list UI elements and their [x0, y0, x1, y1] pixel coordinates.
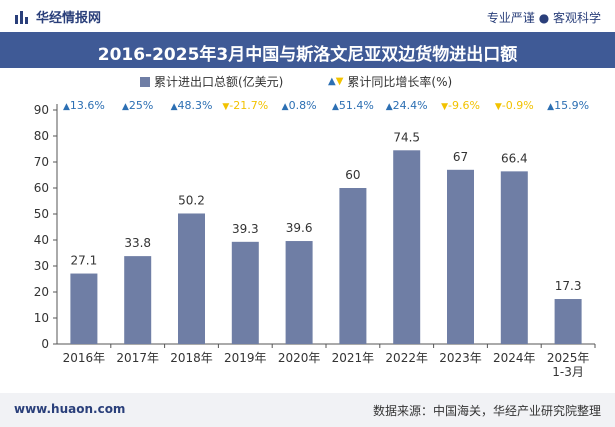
growth-rate-label: 15.9%: [554, 99, 589, 112]
x-tick-label-line: 1-3月: [552, 365, 584, 379]
x-tick-label-line: 2022年: [385, 351, 428, 365]
bar: [70, 274, 97, 344]
x-tick-label-line: 2023年: [439, 351, 482, 365]
bar-value-label: 60: [345, 168, 360, 182]
growth-rate-label: 24.4%: [393, 99, 428, 112]
growth-rate-row: ▲13.6% ▲25% ▲48.3% ▼-21.7% ▲0.8% ▲51.4% ▲24.4%…: [63, 99, 589, 112]
legend-item-growth: ▲ ▼ 累计同比增长率(%): [328, 73, 452, 90]
legend-bar-label: 累计进出口总额(亿美元): [154, 73, 283, 90]
x-tick-label-line: 2024年: [493, 351, 536, 365]
bar: [232, 242, 259, 344]
y-tick-label: 10: [34, 311, 49, 325]
x-tick-label-line: 2025年: [547, 351, 590, 365]
y-tick-label: 40: [34, 233, 49, 247]
legend-growth-label: 累计同比增长率(%): [347, 73, 452, 90]
growth-rate-up: ▲25%: [122, 99, 153, 112]
growth-rate-label: 51.4%: [339, 99, 374, 112]
x-tick-label: 2024年: [493, 351, 536, 365]
bar: [339, 188, 366, 344]
bar-value-label: 66.4: [501, 151, 528, 165]
growth-rate-down: ▼-0.9%: [495, 99, 534, 112]
growth-rate-label: -9.6%: [448, 99, 480, 112]
growth-rate-label: 25%: [129, 99, 153, 112]
x-tick-label: 2021年: [332, 351, 375, 365]
slogan: 专业严谨 ● 客观科学: [487, 9, 601, 26]
legend-item-bar: 累计进出口总额(亿美元): [140, 73, 283, 90]
x-tick-label: 2018年: [170, 351, 213, 365]
x-tick-label-line: 2016年: [63, 351, 106, 365]
y-tick-label: 80: [34, 129, 49, 143]
y-tick-label: 30: [34, 259, 49, 273]
x-axis-labels: 2016年 2017年 2018年 2019年 2020年 2021年 2022年 2023年…: [63, 344, 595, 379]
y-tick-label: 90: [34, 103, 49, 117]
bar-value-label: 74.5: [393, 130, 420, 144]
growth-rate-up: ▲51.4%: [332, 99, 374, 112]
footer-source: 数据来源：中国海关，华经产业研究院整理: [373, 402, 601, 419]
y-tick-label: 60: [34, 181, 49, 195]
brand: 华经情报网: [14, 7, 101, 26]
bar-value-label: 50.2: [178, 193, 205, 207]
legend: 累计进出口总额(亿美元) ▲ ▼ 累计同比增长率(%): [0, 73, 615, 93]
bar-value-label: 39.6: [286, 221, 313, 235]
bar-value-label: 33.8: [124, 236, 151, 250]
legend-growth-triangles-icon: ▲ ▼: [328, 76, 343, 87]
growth-rate-down: ▼-9.6%: [441, 99, 480, 112]
growth-rate-up: ▲48.3%: [171, 99, 213, 112]
x-tick-label-line: 2019年: [224, 351, 267, 365]
bar: [501, 171, 528, 344]
growth-rate-up: ▲24.4%: [386, 99, 428, 112]
bar: [286, 241, 313, 344]
y-tick-label: 0: [41, 337, 49, 351]
x-tick-label: 2025年 1-3月: [547, 351, 590, 379]
x-tick-label-line: 2017年: [116, 351, 159, 365]
chart-title: 2016-2025年3月中国与斯洛文尼亚双边货物进出口额: [0, 40, 615, 65]
bar-chart: ▲13.6% ▲25% ▲48.3% ▼-21.7% ▲0.8% ▲51.4% ▲24.4%…: [0, 93, 615, 393]
bar-chart-logo-icon: [14, 9, 30, 25]
x-tick-label-line: 2018年: [170, 351, 213, 365]
x-tick-label: 2019年: [224, 351, 267, 365]
title-band: 2016-2025年3月中国与斯洛文尼亚双边货物进出口额: [0, 32, 615, 68]
x-tick-label: 2023年: [439, 351, 482, 365]
x-tick-label: 2016年: [63, 351, 106, 365]
x-tick-label: 2017年: [116, 351, 159, 365]
bar-value-label: 67: [453, 150, 468, 164]
bar-series: 27.1 33.8 50.2 39.3 39.6 60 74.5 67 66.4 17.3: [70, 130, 581, 344]
top-bar: 华经情报网 专业严谨 ● 客观科学: [0, 0, 615, 32]
bar-value-label: 27.1: [71, 254, 98, 268]
growth-rate-up: ▲0.8%: [282, 99, 317, 112]
y-tick-label: 50: [34, 207, 49, 221]
y-tick-label: 70: [34, 155, 49, 169]
bar: [447, 170, 474, 344]
growth-rate-up: ▲15.9%: [547, 99, 589, 112]
y-tick-label: 20: [34, 285, 49, 299]
bar-value-label: 39.3: [232, 222, 259, 236]
bar: [393, 150, 420, 344]
brand-name: 华经情报网: [36, 7, 101, 26]
legend-bar-swatch: [140, 77, 150, 87]
bar: [124, 256, 151, 344]
x-tick-label: 2022年: [385, 351, 428, 365]
growth-rate-label: -21.7%: [229, 99, 268, 112]
bar-value-label: 17.3: [555, 279, 582, 293]
growth-rate-down: ▼-21.7%: [222, 99, 268, 112]
growth-rate-up: ▲13.6%: [63, 99, 105, 112]
growth-rate-label: 13.6%: [70, 99, 105, 112]
x-tick-label-line: 2020年: [278, 351, 321, 365]
bar: [555, 299, 582, 344]
footer-url: www.huaon.com: [14, 402, 125, 416]
bar: [178, 213, 205, 344]
x-tick-label: 2020年: [278, 351, 321, 365]
growth-rate-label: -0.9%: [502, 99, 534, 112]
growth-rate-label: 0.8%: [289, 99, 317, 112]
footer: www.huaon.com 数据来源：中国海关，华经产业研究院整理: [0, 393, 615, 427]
growth-rate-label: 48.3%: [177, 99, 212, 112]
x-tick-label-line: 2021年: [332, 351, 375, 365]
